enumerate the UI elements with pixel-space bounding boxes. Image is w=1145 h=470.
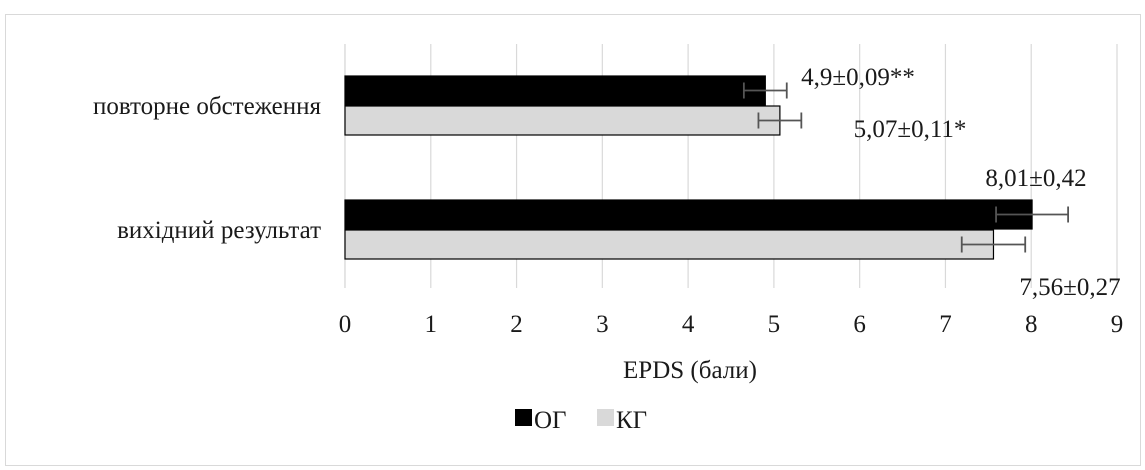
x-axis-title: EPDS (бали) <box>623 357 757 384</box>
chart-frame <box>5 14 1141 466</box>
x-tick-label: 8 <box>1025 311 1038 338</box>
legend-swatch <box>515 409 532 426</box>
legend-label: ОГ <box>534 407 567 434</box>
x-tick-label: 7 <box>939 311 952 338</box>
data-label: 4,9±0,09** <box>801 64 915 91</box>
x-tick-label: 3 <box>596 311 609 338</box>
x-tick-label: 5 <box>768 311 781 338</box>
category-label: вихідний результат <box>117 217 321 244</box>
bar <box>344 105 781 136</box>
x-tick-label: 9 <box>1111 311 1124 338</box>
bar <box>344 199 1033 230</box>
data-label: 7,56±0,27 <box>1019 274 1120 301</box>
category-label: повторне обстеження <box>93 93 322 120</box>
x-tick-label: 0 <box>339 311 352 338</box>
x-tick-label: 1 <box>425 311 438 338</box>
bar <box>344 75 766 106</box>
data-label: 8,01±0,42 <box>985 165 1086 192</box>
bar <box>344 229 995 260</box>
legend-swatch <box>597 409 614 426</box>
data-label: 5,07±0,11* <box>854 116 967 143</box>
x-tick-label: 2 <box>510 311 523 338</box>
x-tick-label: 6 <box>853 311 866 338</box>
legend-label: КГ <box>616 407 647 434</box>
x-tick-label: 4 <box>682 311 695 338</box>
